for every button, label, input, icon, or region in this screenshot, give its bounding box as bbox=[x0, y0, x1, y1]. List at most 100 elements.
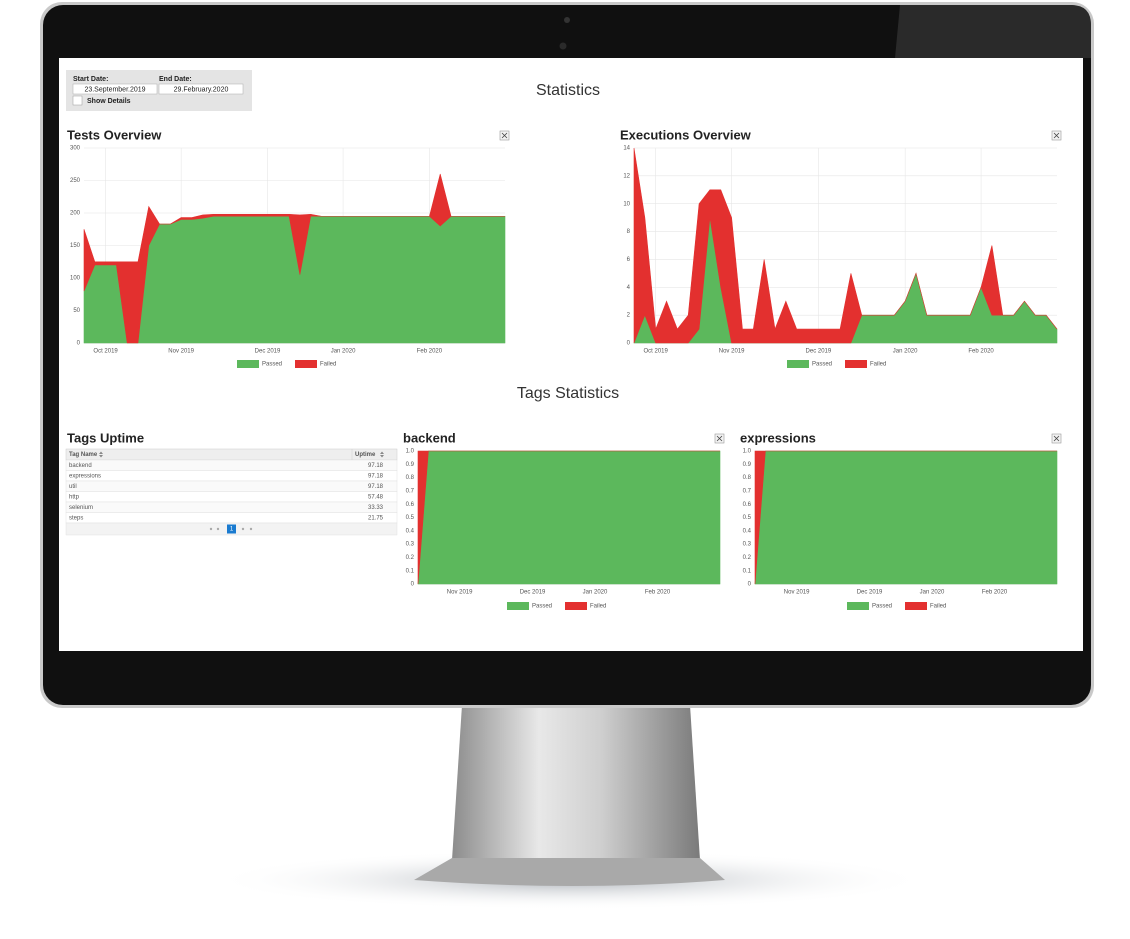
x-tick-label: Feb 2020 bbox=[645, 590, 671, 596]
pager-arrow[interactable] bbox=[241, 527, 245, 531]
x-tick-label: Nov 2019 bbox=[447, 590, 473, 596]
y-tick-label: 14 bbox=[623, 146, 630, 152]
sensor bbox=[559, 42, 567, 50]
x-tick-label: Nov 2019 bbox=[719, 349, 745, 355]
start-date-input[interactable] bbox=[72, 83, 158, 95]
page-button[interactable] bbox=[227, 524, 236, 534]
x-tick-label: Feb 2020 bbox=[982, 590, 1008, 596]
area-series bbox=[754, 450, 1057, 585]
tags-section-title: Tags Statistics bbox=[517, 385, 619, 402]
column-header[interactable]: Tag Name bbox=[69, 452, 98, 458]
tag-name: selenium bbox=[69, 505, 93, 511]
y-tick-label: 100 bbox=[70, 276, 81, 282]
expand-icon[interactable] bbox=[501, 132, 508, 139]
start-date-label: Start Date: bbox=[73, 76, 108, 83]
tag-uptime: 97.18 bbox=[368, 463, 384, 469]
tag-name: http bbox=[69, 494, 80, 500]
legend-label[interactable]: Failed bbox=[930, 604, 946, 610]
legend-swatch[interactable] bbox=[565, 602, 587, 610]
y-tick-label: 0.4 bbox=[406, 528, 415, 534]
y-tick-label: 250 bbox=[70, 178, 81, 184]
legend-label[interactable]: Passed bbox=[262, 362, 282, 368]
tag-name: expressions bbox=[69, 473, 101, 479]
y-tick-label: 300 bbox=[70, 146, 81, 152]
legend-label[interactable]: Passed bbox=[872, 604, 892, 610]
area-series bbox=[417, 450, 720, 585]
sort-icon[interactable] bbox=[99, 451, 103, 458]
legend-label[interactable]: Failed bbox=[870, 362, 886, 368]
start-date-value: 23.September.2019 bbox=[84, 86, 145, 93]
page-title: Statistics bbox=[536, 82, 600, 99]
show-details-checkbox[interactable] bbox=[72, 95, 83, 106]
column-header[interactable]: Uptime bbox=[355, 452, 376, 458]
tag-name: util bbox=[69, 484, 77, 490]
tag-uptime: 57.48 bbox=[368, 494, 384, 500]
legend-swatch[interactable] bbox=[787, 360, 809, 368]
expand-icon[interactable] bbox=[716, 435, 723, 442]
tag-name: steps bbox=[69, 515, 83, 521]
pager-arrow[interactable] bbox=[216, 527, 220, 531]
y-tick-label: 150 bbox=[70, 243, 81, 249]
y-tick-label: 12 bbox=[623, 173, 630, 179]
chart-title: backend bbox=[403, 430, 456, 445]
area-series bbox=[83, 173, 505, 344]
table-row bbox=[65, 470, 398, 482]
expand-icon[interactable] bbox=[1053, 435, 1060, 442]
chart-title: Tests Overview bbox=[67, 127, 162, 142]
y-tick-label: 0.8 bbox=[743, 475, 752, 481]
pager-arrow[interactable] bbox=[209, 527, 213, 531]
chart-title: expressions bbox=[740, 430, 816, 445]
camera bbox=[564, 17, 570, 23]
legend-swatch[interactable] bbox=[845, 360, 867, 368]
page-number[interactable]: 1 bbox=[230, 527, 234, 533]
bezel-reflection bbox=[895, 5, 1091, 58]
table-title: Tags Uptime bbox=[67, 430, 144, 445]
legend-label[interactable]: Failed bbox=[320, 362, 336, 368]
y-tick-label: 0.3 bbox=[743, 542, 752, 548]
tag-uptime: 97.18 bbox=[368, 484, 384, 490]
legend-label[interactable]: Failed bbox=[590, 604, 606, 610]
x-tick-label: Feb 2020 bbox=[417, 349, 443, 355]
legend-swatch[interactable] bbox=[237, 360, 259, 368]
legend-label[interactable]: Passed bbox=[532, 604, 552, 610]
tag-uptime: 97.18 bbox=[368, 473, 384, 479]
y-tick-label: 0.9 bbox=[406, 462, 415, 468]
y-tick-label: 0.1 bbox=[406, 568, 415, 574]
end-date-input[interactable] bbox=[158, 83, 244, 95]
tag-uptime: 21.75 bbox=[368, 515, 384, 521]
y-tick-label: 0 bbox=[627, 341, 631, 347]
x-tick-label: Oct 2019 bbox=[644, 349, 669, 355]
x-tick-label: Jan 2020 bbox=[331, 349, 356, 355]
pager-arrow[interactable] bbox=[249, 527, 253, 531]
sort-icon[interactable] bbox=[380, 451, 384, 458]
expand-icon[interactable] bbox=[1053, 132, 1060, 139]
area-series bbox=[633, 147, 1058, 344]
y-tick-label: 50 bbox=[73, 308, 80, 314]
legend-swatch[interactable] bbox=[295, 360, 317, 368]
y-tick-label: 0.6 bbox=[406, 502, 415, 508]
x-tick-label: Oct 2019 bbox=[93, 349, 118, 355]
y-tick-label: 0.8 bbox=[406, 475, 415, 481]
legend-label[interactable]: Passed bbox=[812, 362, 832, 368]
legend-swatch[interactable] bbox=[905, 602, 927, 610]
table-row bbox=[65, 459, 398, 471]
legend-swatch[interactable] bbox=[507, 602, 529, 610]
area-series bbox=[754, 450, 1058, 585]
y-tick-label: 4 bbox=[627, 285, 631, 291]
tag-name: backend bbox=[69, 463, 92, 469]
y-tick-label: 0.5 bbox=[743, 515, 752, 521]
table-row bbox=[65, 491, 398, 503]
tags-table: Tag Name Uptime backend 97.18 expressions 97.… bbox=[65, 448, 398, 536]
y-tick-label: 0.3 bbox=[406, 542, 415, 548]
x-tick-label: Dec 2019 bbox=[520, 590, 546, 596]
end-date-value: 29.February.2020 bbox=[174, 86, 229, 93]
legend-swatch[interactable] bbox=[847, 602, 869, 610]
table-header bbox=[65, 448, 398, 461]
x-tick-label: Dec 2019 bbox=[255, 349, 281, 355]
x-tick-label: Jan 2020 bbox=[920, 590, 945, 596]
y-tick-label: 6 bbox=[627, 257, 631, 263]
y-tick-label: 0.2 bbox=[743, 555, 752, 561]
y-tick-label: 0.7 bbox=[743, 488, 752, 494]
table-row bbox=[65, 480, 398, 492]
